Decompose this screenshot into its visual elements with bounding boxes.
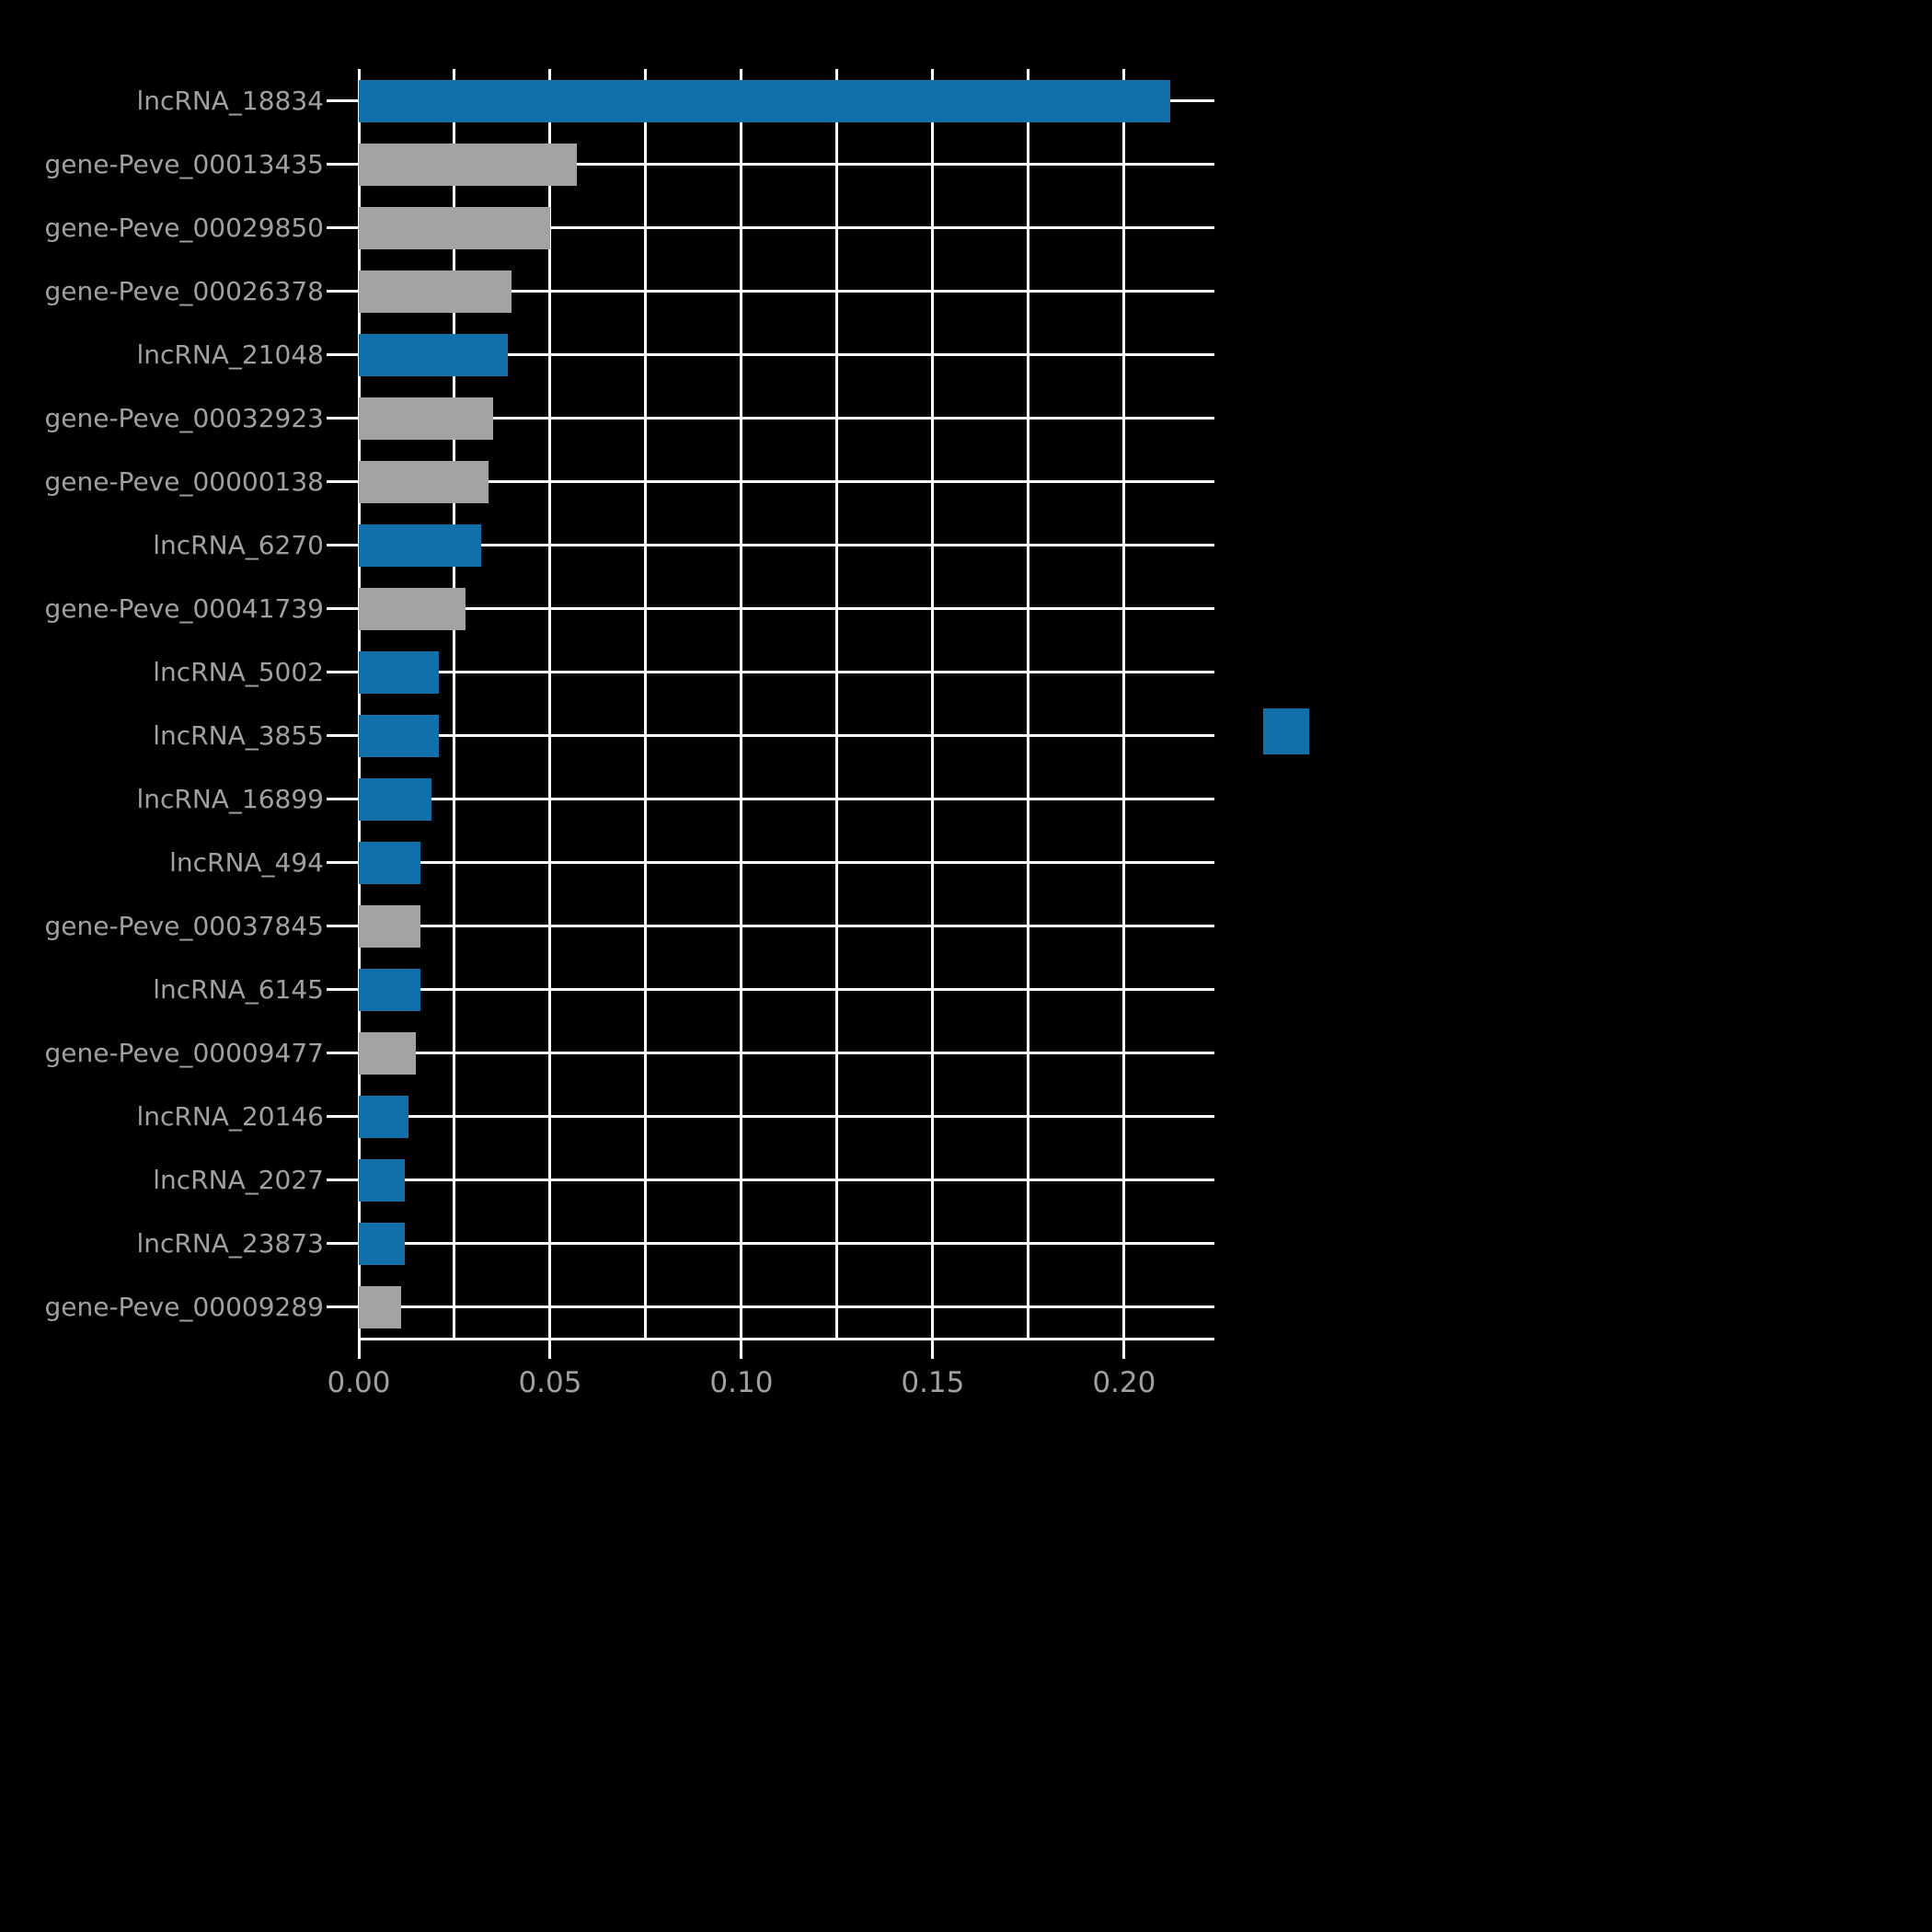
horizontal-gridline: [327, 1242, 1214, 1245]
legend-swatch: [1263, 708, 1309, 754]
y-axis-label: lncRNA_18834: [136, 85, 324, 116]
y-axis-label: gene-Peve_00000138: [44, 466, 324, 497]
y-axis-spine: [357, 69, 361, 1339]
bar: [359, 143, 577, 186]
y-axis-label: lncRNA_3855: [153, 719, 324, 751]
horizontal-gridline: [327, 607, 1214, 610]
y-axis-label: gene-Peve_00032923: [44, 402, 324, 433]
y-axis-label: lncRNA_20146: [136, 1100, 324, 1132]
horizontal-gridline: [327, 1052, 1214, 1054]
y-axis-label: gene-Peve_00037845: [44, 910, 324, 941]
bar: [359, 460, 489, 503]
y-axis-label: lncRNA_5002: [153, 656, 324, 687]
y-axis-label: lncRNA_6270: [153, 529, 324, 560]
horizontal-gridline: [327, 226, 1214, 229]
bar: [359, 1095, 408, 1138]
horizontal-gridline: [327, 1305, 1214, 1308]
bar: [359, 1222, 405, 1265]
x-axis-tick: [931, 1339, 935, 1359]
y-axis-label: lncRNA_23873: [136, 1227, 324, 1259]
horizontal-gridline: [327, 290, 1214, 293]
vertical-gridline: [1122, 69, 1126, 1339]
y-axis-label: gene-Peve_00013435: [44, 148, 324, 179]
x-axis-tick: [1122, 1339, 1126, 1359]
horizontal-gridline: [327, 480, 1214, 483]
y-axis-label: lncRNA_6145: [153, 973, 324, 1005]
y-axis-label: gene-Peve_00026378: [44, 275, 324, 306]
bar: [359, 79, 1170, 122]
x-axis-tick-label: 0.15: [901, 1366, 965, 1399]
x-axis-tick-label: 0.05: [518, 1366, 582, 1399]
horizontal-gridline: [327, 861, 1214, 864]
y-axis-label: lncRNA_494: [169, 846, 324, 878]
vertical-gridline: [740, 69, 743, 1339]
bar: [359, 841, 420, 884]
y-axis-label: gene-Peve_00009289: [44, 1291, 324, 1322]
horizontal-gridline: [327, 988, 1214, 991]
vertical-gridline: [644, 69, 648, 1339]
bar: [359, 397, 493, 440]
y-axis-label: gene-Peve_00041739: [44, 592, 324, 624]
bar: [359, 650, 439, 694]
vertical-gridline: [453, 69, 456, 1339]
y-axis-label: lncRNA_2027: [153, 1164, 324, 1195]
x-axis-tick-label: 0.20: [1092, 1366, 1156, 1399]
y-axis-label: gene-Peve_00009477: [44, 1037, 324, 1068]
bar: [359, 714, 439, 757]
horizontal-gridline: [327, 671, 1214, 673]
y-axis-label: lncRNA_21048: [136, 339, 324, 370]
bar: [359, 206, 550, 249]
horizontal-gridline: [327, 734, 1214, 737]
y-axis-label: lncRNA_16899: [136, 783, 324, 814]
horizontal-gridline: [327, 798, 1214, 800]
bar: [359, 1031, 416, 1075]
horizontal-gridline: [327, 1115, 1214, 1118]
x-axis-spine: [357, 1337, 1214, 1340]
bar: [359, 777, 431, 821]
x-axis-tick: [548, 1339, 552, 1359]
vertical-gridline: [835, 69, 839, 1339]
bar: [359, 1285, 401, 1328]
horizontal-gridline: [327, 544, 1214, 546]
x-axis-tick-label: 0.00: [327, 1366, 391, 1399]
vertical-gridline: [548, 69, 552, 1339]
horizontal-gridline: [327, 925, 1214, 927]
bar: [359, 270, 512, 313]
bar: [359, 587, 466, 630]
bar: [359, 1158, 405, 1202]
horizontal-gridline: [327, 1179, 1214, 1181]
horizontal-gridline: [327, 417, 1214, 420]
vertical-gridline: [1027, 69, 1030, 1339]
bar: [359, 904, 420, 948]
horizontal-gridline: [327, 353, 1214, 356]
bar: [359, 523, 481, 567]
bar: [359, 333, 508, 376]
x-axis-tick: [740, 1339, 743, 1359]
horizontal-gridline: [327, 163, 1214, 166]
bar: [359, 968, 420, 1011]
y-axis-label: gene-Peve_00029850: [44, 212, 324, 243]
vertical-gridline: [931, 69, 935, 1339]
x-axis-tick: [357, 1339, 361, 1359]
x-axis-tick-label: 0.10: [709, 1366, 774, 1399]
